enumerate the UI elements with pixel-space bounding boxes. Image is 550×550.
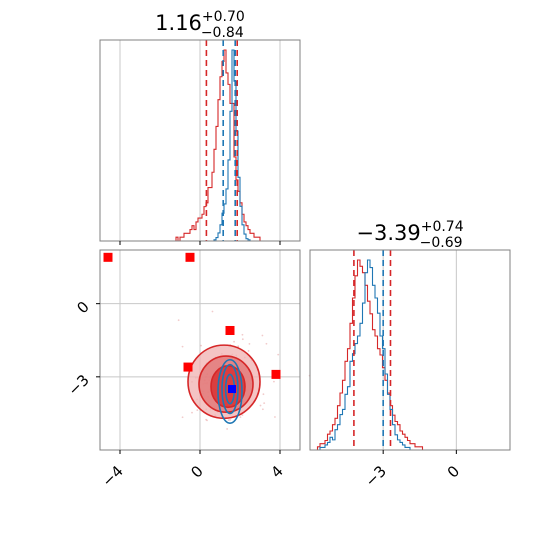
x-tick-label: 4 [267, 462, 286, 481]
scatter-point [241, 414, 244, 417]
histogram-panel-2: −3 0 −3.39+0.74 −0.69 [309, 219, 511, 490]
scatter-point [237, 345, 240, 348]
scatter-point [241, 338, 244, 341]
scatter-point [265, 342, 268, 345]
red-marker [103, 252, 113, 262]
scatter-point [263, 402, 266, 405]
scatter-point [233, 340, 235, 343]
scatter-point [262, 393, 265, 396]
scatter-point [261, 334, 264, 337]
scatter-point [200, 344, 202, 347]
histogram-panel-1: 1.16+0.70 −0.84 [99, 9, 301, 245]
scatter-point [229, 418, 231, 421]
contour-series-a [221, 363, 239, 415]
x-tick-label: 0 [444, 462, 463, 481]
scatter-point [211, 310, 214, 313]
scatter-contour-panel: −4 0 4 0 −3 [64, 249, 311, 490]
y-tick-label: 0 [73, 298, 92, 317]
scatter-point [206, 419, 208, 422]
red-marker [185, 252, 195, 262]
panel-1-title: 1.16+0.70 −0.84 [155, 9, 245, 41]
x-tick-label: 0 [187, 462, 206, 481]
panel-3-title: −3.39+0.74 −0.69 [356, 219, 463, 251]
red-marker [225, 325, 235, 335]
scatter-point [181, 416, 184, 419]
scatter-point [247, 350, 250, 352]
scatter-point [177, 319, 180, 322]
scatter-point [248, 342, 251, 345]
histogram-series-a [310, 259, 510, 451]
scatter-point [227, 419, 230, 422]
scatter-point [273, 380, 275, 383]
scatter-point [191, 411, 193, 414]
scatter-point [277, 353, 280, 356]
scatter-point [274, 416, 276, 418]
scatter-point [181, 345, 184, 348]
x-tick-label: −3 [362, 462, 390, 490]
blue-marker [228, 385, 236, 394]
red-marker [183, 362, 193, 372]
scatter-point [239, 416, 242, 419]
scatter-point [261, 408, 264, 411]
scatter-point [259, 404, 262, 407]
x-tick-label: −4 [98, 462, 126, 490]
panel-frame [309, 249, 511, 451]
scatter-point [226, 428, 229, 430]
contour-series-a [217, 358, 243, 424]
y-tick-label: −3 [64, 371, 92, 399]
scatter-point [196, 409, 199, 411]
scatter-point [241, 333, 244, 336]
red-marker [271, 369, 281, 379]
